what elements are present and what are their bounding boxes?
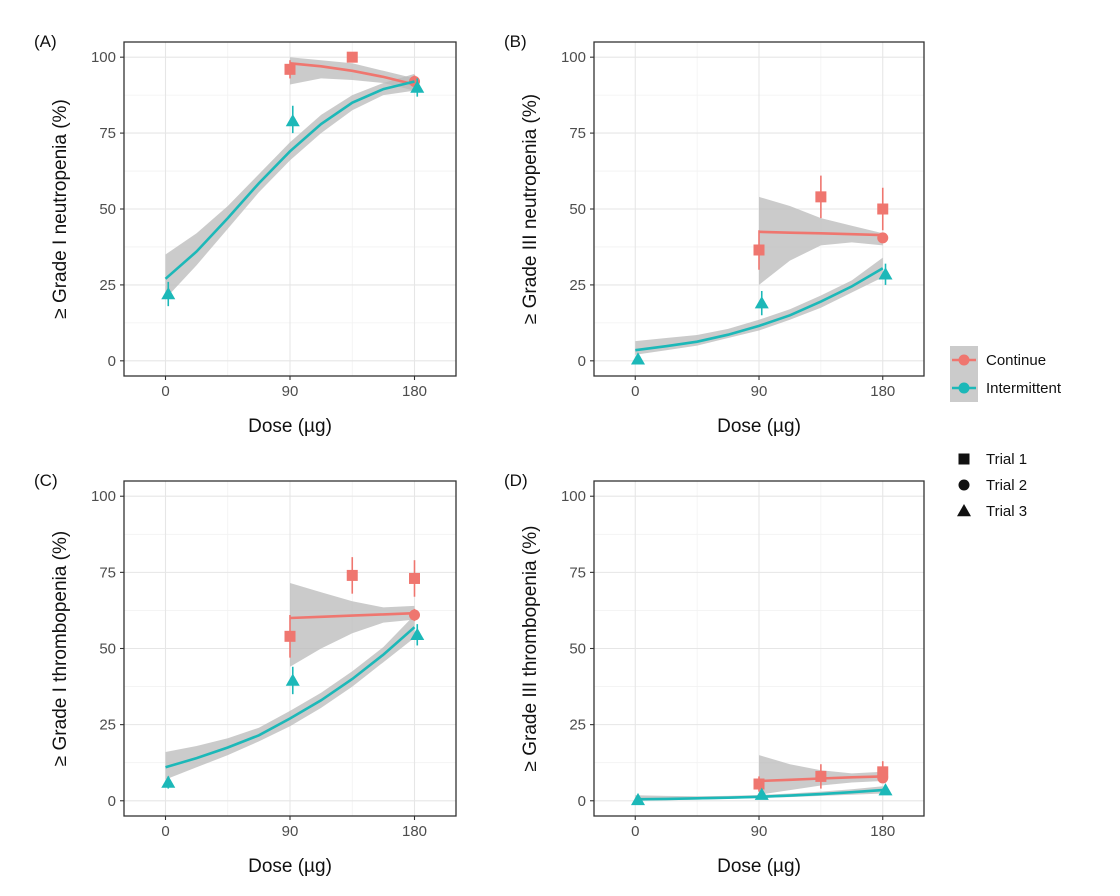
x-tick-label: 180 [870, 823, 895, 840]
x-tick-label: 0 [161, 823, 169, 840]
y-tick-label: 50 [569, 641, 586, 658]
legend-dot-continue [958, 354, 970, 366]
ribbon-continue [759, 196, 883, 285]
point-continue-square [815, 191, 827, 203]
point-intermittent-triangle [878, 783, 893, 796]
y-tick-label: 0 [578, 353, 586, 370]
y-tick-label: 100 [91, 49, 116, 66]
point-intermittent-triangle [285, 113, 300, 127]
x-tick-label: 180 [402, 383, 427, 400]
y-tick-label: 0 [108, 353, 116, 370]
x-tick-label: 180 [870, 383, 895, 400]
x-tick-label: 90 [751, 823, 768, 840]
fit-line-continue [758, 230, 883, 237]
panels: 0 90 180 0 25 50 75 100 Dose (µg) ≥ Grade I neutr… [34, 32, 925, 877]
point-intermittent-triangle [878, 267, 893, 280]
point-continue-square [346, 569, 358, 581]
panel-b: 0 90 180 0 25 50 75 100 Dose (µg) ≥ Grade III neu… [504, 32, 925, 437]
point-continue-square [877, 203, 889, 215]
y-tick-label: 100 [91, 488, 116, 505]
y-tick-label: 25 [99, 277, 116, 294]
point-intermittent-triangle [631, 792, 645, 806]
point-intermittent-triangle [410, 80, 425, 93]
point-intermittent-triangle [631, 352, 645, 365]
legend-marker-circle [958, 479, 970, 491]
panel-tag: (D) [504, 471, 528, 490]
point-intermittent-triangle [161, 775, 176, 788]
ribbon-intermittent [635, 257, 883, 355]
y-axis-title: ≥ Grade III thrombopenia (%) [520, 526, 541, 772]
panel-d: 0 90 180 0 25 50 75 100 Dose (µg) ≥ Grade III thr… [504, 471, 925, 877]
point-intermittent-triangle [754, 296, 769, 309]
y-tick-label: 75 [569, 125, 586, 142]
point-continue-square [409, 572, 420, 584]
x-axis-title: Dose (µg) [248, 856, 332, 877]
y-tick-label: 25 [99, 717, 116, 734]
y-tick-label: 25 [569, 277, 586, 294]
x-tick-label: 0 [631, 383, 639, 400]
y-tick-label: 50 [99, 201, 116, 218]
panel-c: 0 90 180 0 25 50 75 100 Dose (µg) ≥ Grade I throm… [34, 471, 457, 877]
ribbon-intermittent [165, 615, 415, 780]
x-axis-title: Dose (µg) [248, 416, 332, 437]
point-continue-square [877, 766, 889, 778]
x-tick-label: 90 [751, 383, 768, 400]
x-axis-title: Dose (µg) [717, 856, 801, 877]
point-intermittent-triangle [410, 627, 425, 641]
panel-tag: (A) [34, 32, 57, 51]
y-axis-title: ≥ Grade I thrombopenia (%) [50, 531, 71, 766]
point-continue-square [815, 770, 827, 782]
ribbon-continue [290, 583, 415, 667]
legend-dot-intermittent [958, 382, 970, 394]
y-tick-label: 50 [569, 201, 586, 218]
legend-marker-square [958, 453, 970, 465]
fit-line-intermittent [635, 267, 884, 352]
x-tick-label: 90 [282, 383, 299, 400]
point-intermittent-triangle [754, 787, 769, 800]
point-intermittent-triangle [161, 287, 176, 300]
x-tick-label: 0 [161, 383, 169, 400]
point-continue-square [346, 51, 358, 63]
legend-label-trial-1: Trial 1 [986, 451, 1027, 468]
legend-label-trial-2: Trial 2 [986, 477, 1027, 494]
panel-a: 0 90 180 0 25 50 75 100 Dose (µg) ≥ Grade I neutr… [34, 32, 457, 437]
y-tick-label: 50 [99, 641, 116, 658]
y-axis-title: ≥ Grade I neutropenia (%) [50, 99, 71, 319]
fit-line-continue [289, 611, 415, 620]
x-tick-label: 180 [402, 823, 427, 840]
legend-marker-triangle [957, 504, 971, 517]
x-axis-title: Dose (µg) [717, 416, 801, 437]
point-continue-square [284, 630, 296, 642]
point-continue-square [753, 244, 765, 256]
point-continue-circle [409, 609, 420, 621]
point-continue-circle [877, 772, 889, 784]
legend-key-background [950, 346, 978, 402]
panel-tag: (C) [34, 471, 58, 490]
y-tick-label: 75 [99, 564, 116, 581]
y-tick-label: 100 [561, 49, 586, 66]
legend-label-trial-3: Trial 3 [986, 503, 1027, 520]
y-tick-label: 0 [578, 793, 586, 810]
fit-line-intermittent [164, 80, 415, 280]
panel-tag: (B) [504, 32, 527, 51]
legend-label-intermittent: Intermittent [986, 380, 1062, 397]
y-tick-label: 75 [569, 564, 586, 581]
fit-line-intermittent [165, 626, 416, 769]
y-tick-label: 25 [569, 717, 586, 734]
point-continue-square [753, 778, 765, 790]
point-continue-square [284, 63, 296, 75]
y-tick-label: 0 [108, 793, 116, 810]
y-axis-title: ≥ Grade III neutropenia (%) [520, 94, 541, 324]
point-intermittent-triangle [285, 673, 300, 686]
legend: Continue Intermittent Trial 1 Trial 2 Trial … [950, 346, 1062, 520]
legend-label-continue: Continue [986, 352, 1046, 369]
x-tick-label: 90 [282, 823, 299, 840]
x-tick-label: 0 [631, 823, 639, 840]
point-continue-circle [877, 232, 889, 244]
y-tick-label: 100 [561, 488, 586, 505]
y-tick-label: 75 [99, 125, 116, 142]
fit-line-continue [289, 62, 415, 86]
